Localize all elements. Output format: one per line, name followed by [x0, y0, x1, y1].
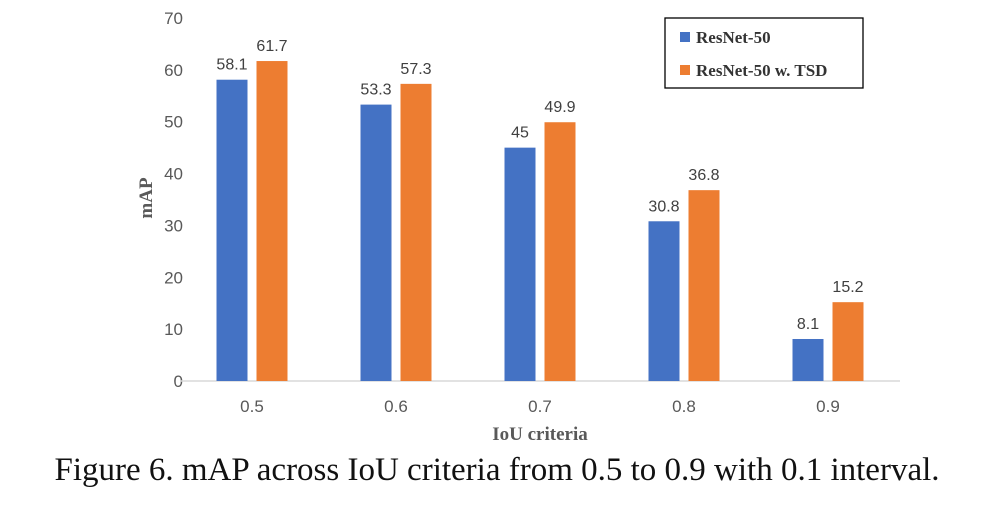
x-axis-ticks: 0.5 0.6 0.7 0.8 0.9 — [240, 397, 840, 416]
data-label: 57.3 — [400, 61, 431, 78]
x-tick-label: 0.7 — [528, 397, 552, 416]
data-labels: 58.1 61.7 53.3 57.3 45 49.9 30.8 36.8 8.1 15.2 — [216, 38, 863, 333]
x-tick-label: 0.8 — [672, 397, 696, 416]
bar-resnet50 — [792, 338, 824, 381]
figure-caption: Figure 6. mAP across IoU criteria from 0… — [54, 452, 940, 488]
data-label: 53.3 — [360, 82, 391, 99]
legend-label: ResNet-50 — [696, 28, 771, 47]
data-label: 15.2 — [832, 279, 863, 296]
bar-resnet50 — [648, 221, 680, 381]
bars — [216, 61, 864, 382]
y-axis-ticks: 0 10 20 30 40 50 60 70 — [164, 9, 183, 391]
data-label: 45 — [511, 125, 529, 142]
legend-label: ResNet-50 w. TSD — [696, 61, 827, 80]
x-tick-label: 0.6 — [384, 397, 408, 416]
x-axis-title: IoU criteria — [492, 424, 588, 445]
y-tick-label: 60 — [164, 61, 183, 80]
y-tick-label: 50 — [164, 113, 183, 132]
y-tick-label: 10 — [164, 320, 183, 339]
bar-resnet50-tsd — [400, 83, 432, 381]
legend-swatch — [680, 32, 690, 42]
legend-box — [664, 17, 864, 89]
data-label: 49.9 — [544, 99, 575, 116]
bar-resnet50-tsd — [832, 302, 864, 381]
bar-chart: 0 10 20 30 40 50 60 70 58.1 61.7 53.3 57.3 45 49.9 30… — [136, 9, 900, 445]
y-tick-label: 70 — [164, 9, 183, 28]
data-label: 36.8 — [688, 167, 719, 184]
x-tick-label: 0.9 — [816, 397, 840, 416]
legend: ResNet-50 ResNet-50 w. TSD — [664, 17, 864, 89]
data-label: 61.7 — [256, 38, 287, 55]
bar-resnet50 — [360, 104, 392, 381]
x-tick-label: 0.5 — [240, 397, 264, 416]
data-label: 58.1 — [216, 57, 247, 74]
data-label: 30.8 — [648, 198, 679, 215]
bar-resnet50 — [504, 147, 536, 381]
y-tick-label: 20 — [164, 268, 183, 287]
bar-resnet50-tsd — [256, 61, 288, 381]
bar-resnet50-tsd — [688, 190, 720, 381]
y-tick-label: 30 — [164, 216, 183, 235]
data-label: 8.1 — [797, 316, 819, 333]
y-tick-label: 40 — [164, 165, 183, 184]
y-tick-label: 0 — [174, 372, 183, 391]
bar-resnet50 — [216, 79, 248, 382]
legend-swatch — [680, 65, 690, 75]
y-axis-title: mAP — [136, 177, 157, 219]
bar-resnet50-tsd — [544, 122, 576, 382]
